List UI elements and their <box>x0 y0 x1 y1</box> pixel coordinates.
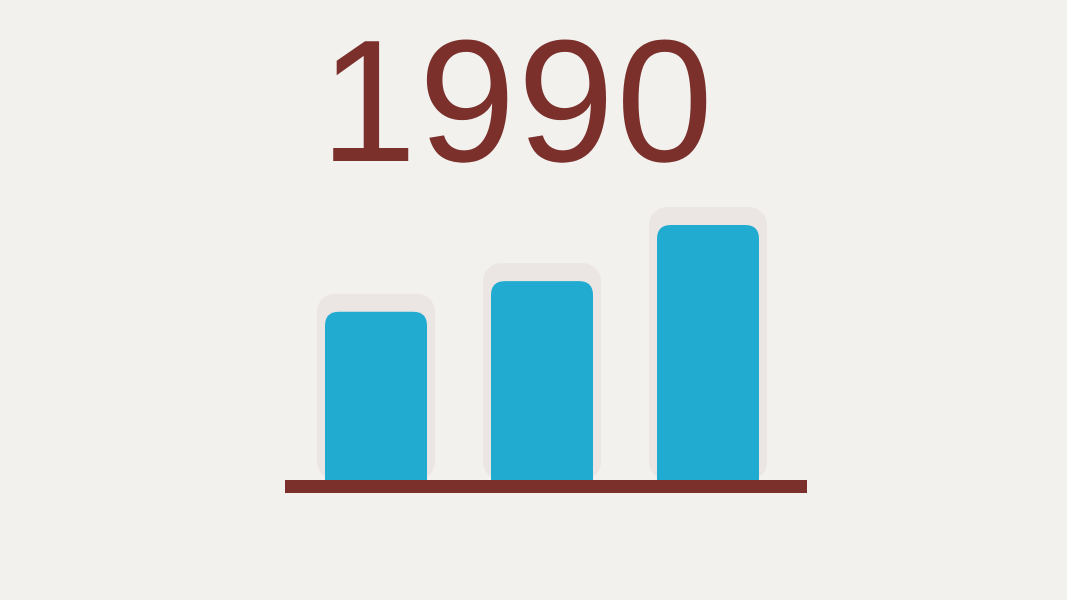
x-axis-baseline <box>285 480 807 493</box>
year-title: 1990 <box>319 3 716 198</box>
bars-group <box>317 207 767 480</box>
bar-1 <box>325 311 427 480</box>
bar-2 <box>491 281 593 480</box>
bar-3 <box>657 225 759 480</box>
